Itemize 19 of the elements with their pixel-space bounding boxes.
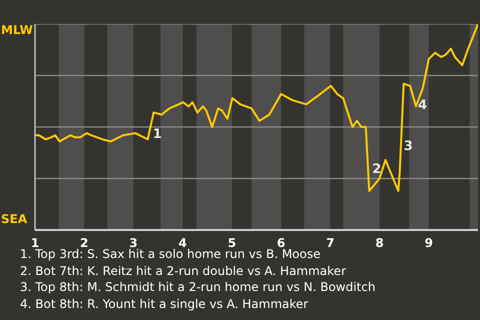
text: SEA [1,212,28,226]
x-tick-label: 2 [80,236,88,250]
text: 3. Top 8th: M. Schmidt hit a 2-run home run vs N. Bowditch [20,279,376,296]
x-tick-label: 9 [424,236,433,250]
text: 1. Top 3rd: S. Sax hit a solo home run vs B. Moose [20,247,320,261]
x-tick-label: 7 [326,236,335,250]
x-tick-label: 1 [30,236,40,250]
x-tick-label: 8 [375,236,384,250]
annotation: 2 [372,162,382,177]
text: 4. Bot 8th: R. Yount hit a single vs A. Hammaker [20,296,310,313]
text: MLW [1,23,33,37]
x-tick-label: 3 [129,236,138,250]
annotation: 3 [404,139,413,154]
x-tick-label: 4 [178,236,187,250]
text: 2. Bot 7th: K. Reitz hit a 2-run double vs A. Hammaker [20,262,347,280]
annotation: 1 [152,126,162,142]
x-tick-label: 5 [228,236,236,250]
x-tick-label: 6 [276,236,286,250]
annotation: 4 [418,98,428,113]
